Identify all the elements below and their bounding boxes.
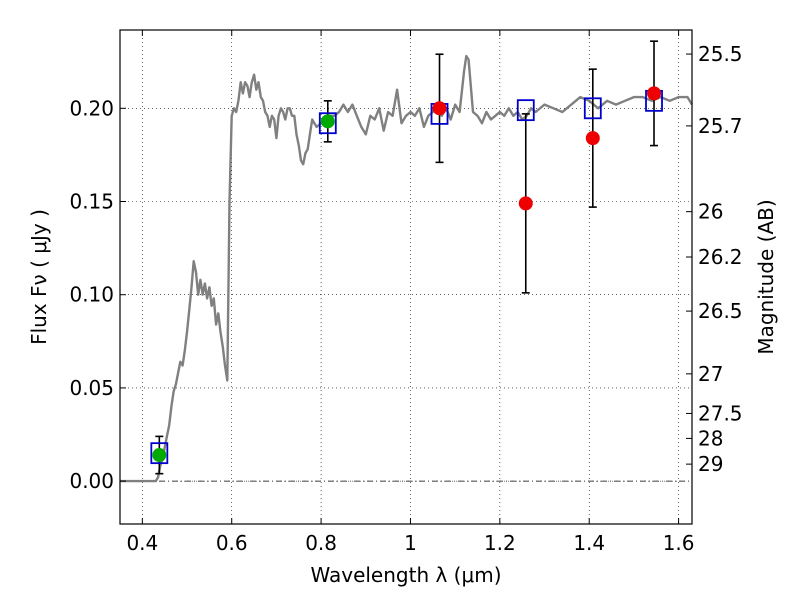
magnitude-tick-label: 26.2 <box>698 245 743 269</box>
model-point-square <box>516 99 535 122</box>
observed-point <box>647 86 662 101</box>
model-spectrum-line <box>120 54 694 483</box>
data-markers <box>150 86 663 465</box>
x-tick-label: 0.4 <box>126 531 158 555</box>
model-spectrum <box>120 54 694 483</box>
x-tick-label: 1 <box>404 531 417 555</box>
observed-point <box>152 448 167 463</box>
x-axis-ticks: 0.4 0.6 0.8 1 1.2 1.4 1.6 <box>126 30 695 555</box>
magnitude-tick-label: 29 <box>698 452 723 476</box>
magnitude-tick-label: 26 <box>698 200 723 224</box>
magnitude-tick-label: 25.7 <box>698 114 743 138</box>
y-axis-label-right: Magnitude (AB) <box>754 199 778 354</box>
model-point-square <box>583 97 602 120</box>
magnitude-tick-label: 25.5 <box>698 42 743 66</box>
y-tick-label: 0.00 <box>69 469 114 493</box>
x-tick-label: 1.4 <box>573 531 605 555</box>
x-tick-label: 1.6 <box>663 531 695 555</box>
magnitude-tick-label: 27.5 <box>698 401 743 425</box>
plot-background <box>120 30 692 524</box>
y-axis-ticks: 0.00 0.05 0.10 0.15 0.20 <box>69 96 126 493</box>
magnitude-tick-label: 28 <box>698 426 723 450</box>
model-point-square <box>318 112 337 135</box>
observed-point <box>585 131 600 146</box>
plot-frame <box>119 29 693 525</box>
x-tick-label: 1.2 <box>484 531 516 555</box>
observed-point <box>320 114 335 129</box>
model-point-square <box>150 442 169 465</box>
magnitude-tick-label: 27 <box>698 362 723 386</box>
x-tick-label: 0.6 <box>216 531 248 555</box>
magnitude-tick-label: 26.5 <box>698 299 743 323</box>
observed-point <box>432 101 447 116</box>
y-tick-label: 0.05 <box>69 376 114 400</box>
x-tick-label: 0.8 <box>305 531 337 555</box>
x-axis-label: Wavelength λ (μm) <box>310 563 501 587</box>
y-tick-label: 0.15 <box>69 190 114 214</box>
y-axis-label-left: Flux Fν ( μJy ) <box>27 209 51 345</box>
y-tick-label: 0.20 <box>69 96 114 120</box>
y-tick-label: 0.10 <box>69 283 114 307</box>
observed-point <box>518 196 533 211</box>
